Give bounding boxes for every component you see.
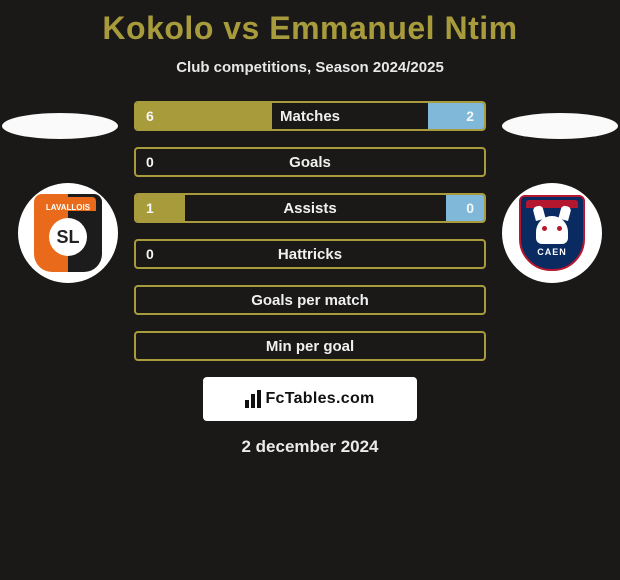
stat-row: 10Assists [134,193,486,223]
stat-row: 62Matches [134,101,486,131]
left-player-ellipse [2,113,118,139]
stat-fill-right [428,103,484,129]
stat-fill-right [446,195,484,221]
caen-shield-icon: CAEN [519,195,585,271]
stat-value-right: 0 [466,195,474,221]
right-team-badge: CAEN [502,183,602,283]
right-player-ellipse [502,113,618,139]
stat-value-left: 0 [146,149,154,175]
branding-text: FcTables.com [265,390,374,408]
stat-value-right: 2 [466,103,474,129]
stat-fill-left [136,195,185,221]
page-title: Kokolo vs Emmanuel Ntim [0,0,620,47]
left-team-badge: LAVALLOIS SL [18,183,118,283]
fctables-icon [245,390,261,408]
stat-row: 0Goals [134,147,486,177]
stat-value-left: 6 [146,103,154,129]
date-label: 2 december 2024 [0,437,620,457]
comparison-block: LAVALLOIS SL CAEN 62Matches0Goals10Assis… [0,101,620,457]
stat-bars: 62Matches0Goals10Assists0HattricksGoals … [134,101,486,361]
branding-badge: FcTables.com [203,377,417,421]
stat-value-left: 1 [146,195,154,221]
stat-value-left: 0 [146,241,154,267]
stat-fill-left [136,103,272,129]
stat-row: 0Hattricks [134,239,486,269]
stat-label: Min per goal [136,333,484,359]
lavallois-shield-icon: LAVALLOIS SL [34,194,102,272]
subtitle: Club competitions, Season 2024/2025 [0,59,620,76]
stat-label: Goals per match [136,287,484,313]
stat-row: Min per goal [134,331,486,361]
stat-row: Goals per match [134,285,486,315]
